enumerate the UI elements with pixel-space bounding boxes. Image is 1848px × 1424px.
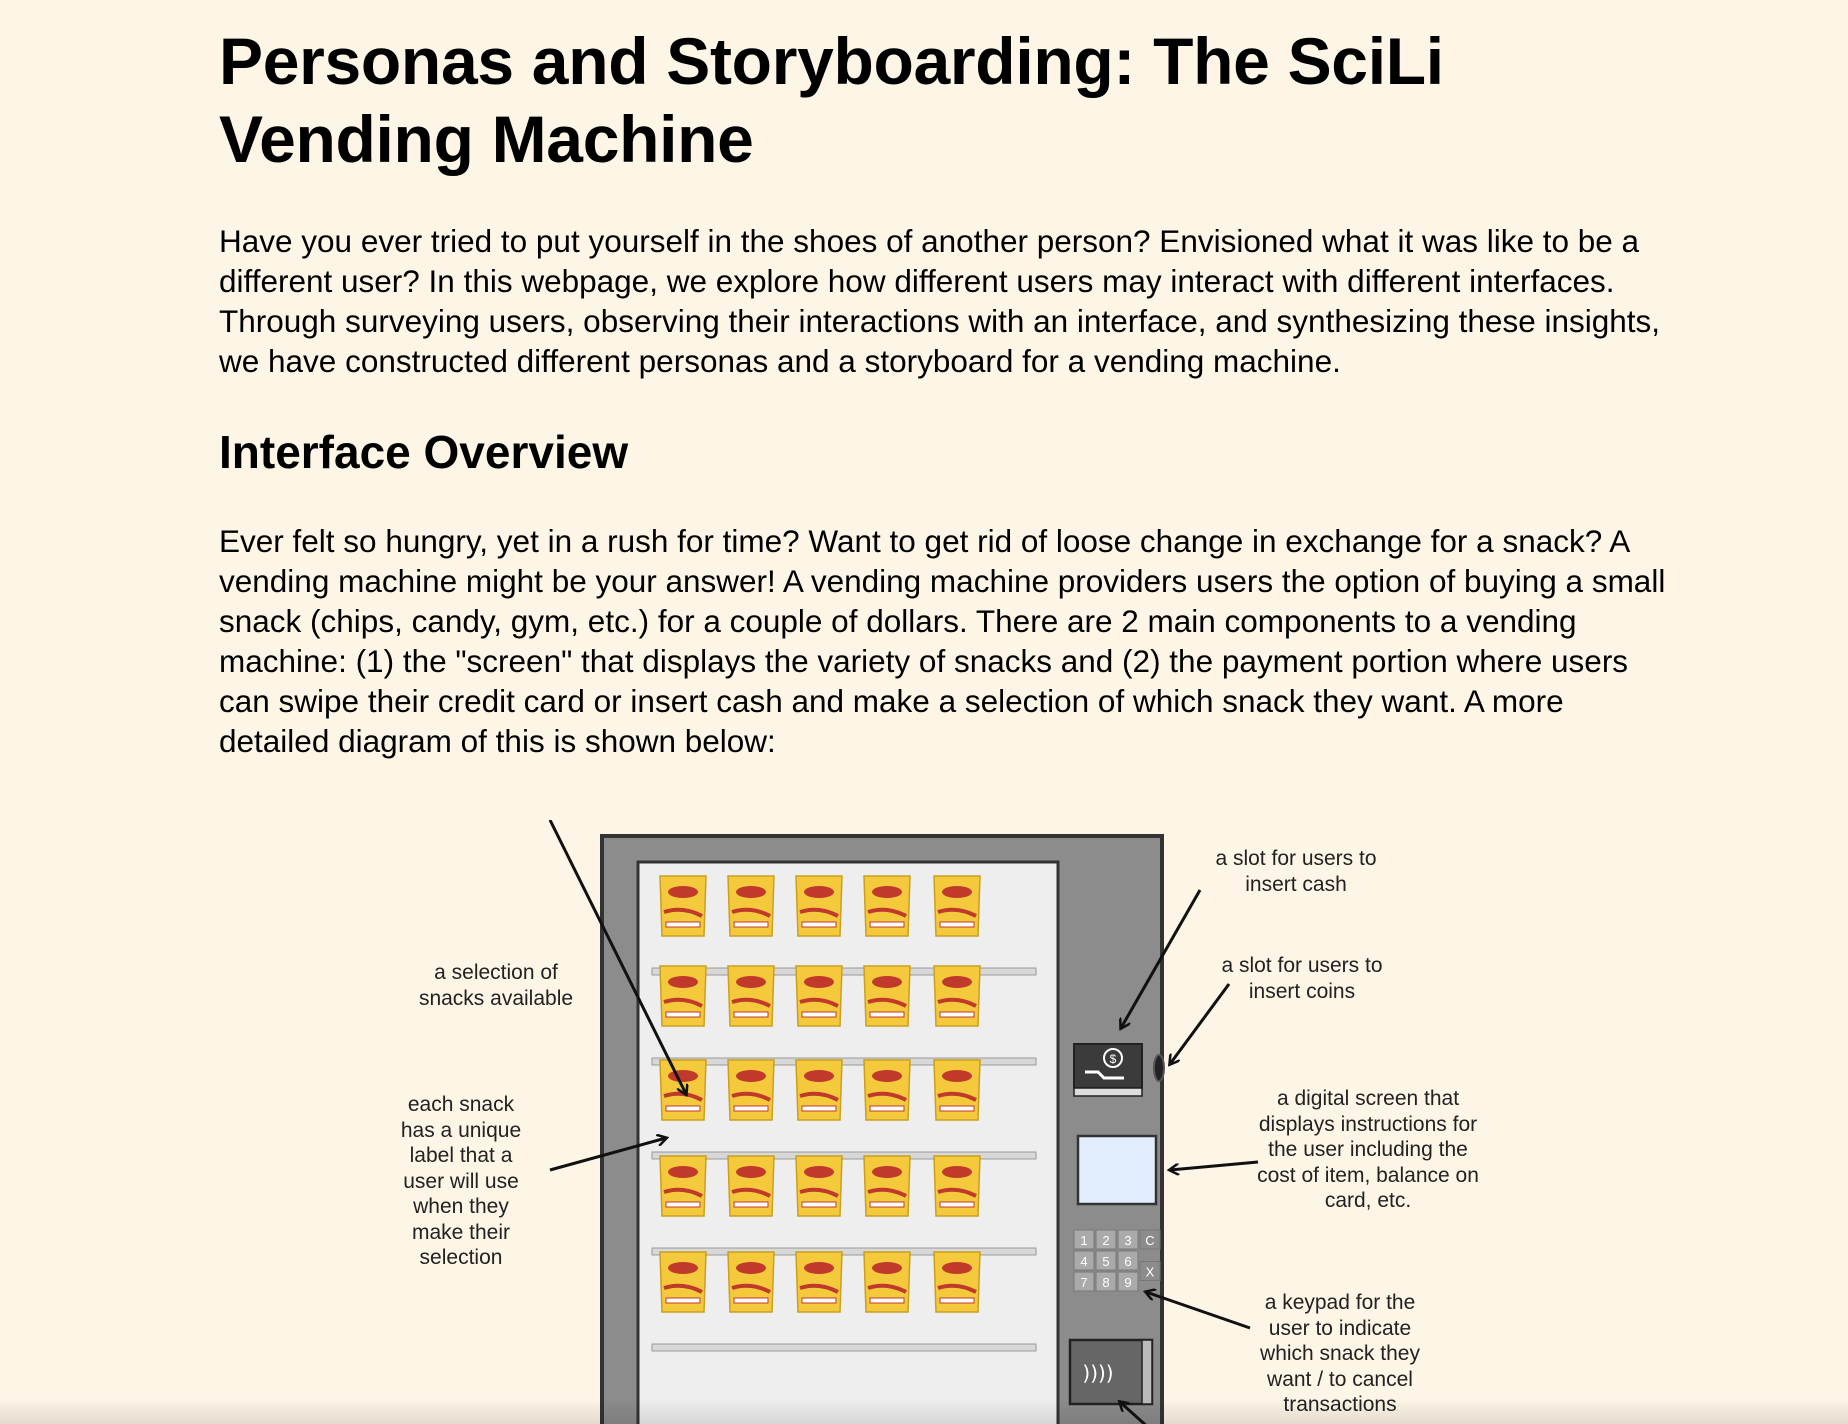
keypad-key bbox=[1117, 1250, 1139, 1271]
snack-bag-icon bbox=[863, 1155, 911, 1217]
keypad-key bbox=[1073, 1250, 1095, 1271]
snack-bag-icon bbox=[659, 965, 707, 1027]
keypad-key-label: 8 bbox=[1102, 1275, 1109, 1290]
keypad-key-label: 6 bbox=[1124, 1254, 1131, 1269]
snack-bag-icon bbox=[933, 1251, 981, 1313]
shelf bbox=[651, 1343, 1037, 1352]
snack-bag-icon bbox=[659, 1155, 707, 1217]
snack-bag-icon bbox=[933, 1155, 981, 1217]
keypad-key bbox=[1073, 1229, 1095, 1250]
intro-paragraph: Have you ever tried to put yourself in t… bbox=[219, 223, 1661, 379]
coin-slot-icon bbox=[1153, 1054, 1165, 1082]
cash-slot-icon: $ bbox=[1073, 1043, 1143, 1097]
snack-bag-icon bbox=[795, 965, 843, 1027]
keypad-key bbox=[1095, 1271, 1117, 1292]
snack-bag-icon bbox=[727, 1059, 775, 1121]
label-digital-screen: a digital screen that displays instructi… bbox=[1257, 1087, 1479, 1212]
snack-bag-icon bbox=[795, 1251, 843, 1313]
snack-bag-icon bbox=[863, 1251, 911, 1313]
vending-machine-illustration: $ 1 2 3 C 4 5 6X 7 8 9 )))) bbox=[548, 820, 1259, 1424]
snack-bag-icon bbox=[933, 1059, 981, 1121]
label-keypad: a keypad for the user to indicate which … bbox=[1260, 1291, 1420, 1416]
keypad-key-label: 3 bbox=[1124, 1233, 1131, 1248]
label-cash-slot: a slot for users to insert cash bbox=[1215, 847, 1377, 896]
snack-bag-icon bbox=[659, 875, 707, 937]
page-title: Personas and Storyboarding: The SciLi Ve… bbox=[219, 24, 1444, 176]
shelf bbox=[651, 1247, 1037, 1256]
snack-bag-icon bbox=[863, 1059, 911, 1121]
snack-window bbox=[636, 860, 1060, 1424]
shelf bbox=[651, 1057, 1037, 1066]
snack-bag-icon bbox=[727, 1251, 775, 1313]
snack-bag-icon bbox=[659, 1251, 707, 1313]
snack-bag-icon bbox=[727, 1155, 775, 1217]
card-reader-icon: )))) bbox=[1068, 1338, 1154, 1406]
label-coin-slot: a slot for users to insert coins bbox=[1221, 954, 1383, 1003]
snack-bag-icon bbox=[727, 875, 775, 937]
svg-text:)))): )))) bbox=[1082, 1361, 1113, 1385]
label-unique-snack-label: each snack has a unique label that a use… bbox=[400, 1093, 522, 1269]
shelf bbox=[651, 1151, 1037, 1160]
digital-screen bbox=[1076, 1134, 1158, 1206]
bottom-shadow bbox=[0, 1398, 1848, 1424]
keypad-key-label: 5 bbox=[1102, 1254, 1109, 1269]
keypad-key-label: X bbox=[1146, 1265, 1155, 1280]
snack-bag-icon bbox=[795, 1155, 843, 1217]
snack-bag-icon bbox=[795, 1059, 843, 1121]
section-heading-interface-overview: Interface Overview bbox=[219, 426, 629, 478]
snack-bag-icon bbox=[795, 875, 843, 937]
keypad-key-label: 4 bbox=[1080, 1254, 1087, 1269]
keypad-key bbox=[1117, 1271, 1139, 1292]
keypad-key bbox=[1095, 1250, 1117, 1271]
svg-text:$: $ bbox=[1110, 1052, 1117, 1066]
keypad-key-label: 1 bbox=[1080, 1233, 1087, 1248]
keypad-key bbox=[1117, 1229, 1139, 1250]
keypad-key bbox=[1139, 1229, 1161, 1250]
snack-bag-icon bbox=[863, 965, 911, 1027]
keypad-key bbox=[1095, 1229, 1117, 1250]
shelf bbox=[651, 967, 1037, 976]
annotation-arrows bbox=[548, 820, 1259, 1424]
keypad-key-label: 2 bbox=[1102, 1233, 1109, 1248]
keypad-key bbox=[1139, 1261, 1161, 1281]
keypad-key-label: 7 bbox=[1080, 1275, 1087, 1290]
keypad-key-label: C bbox=[1145, 1233, 1154, 1248]
keypad-key bbox=[1073, 1271, 1095, 1292]
snack-bag-icon bbox=[933, 965, 981, 1027]
snack-bag-icon bbox=[863, 875, 911, 937]
keypad-key-label: 9 bbox=[1124, 1275, 1131, 1290]
snack-bag-icon bbox=[727, 965, 775, 1027]
snack-bag-icon bbox=[933, 875, 981, 937]
overview-paragraph: Ever felt so hungry, yet in a rush for t… bbox=[219, 523, 1666, 759]
label-snack-selection: a selection of snacks available bbox=[418, 961, 574, 1010]
keypad: 1 2 3 C 4 5 6X 7 8 9 bbox=[1073, 1229, 1161, 1292]
